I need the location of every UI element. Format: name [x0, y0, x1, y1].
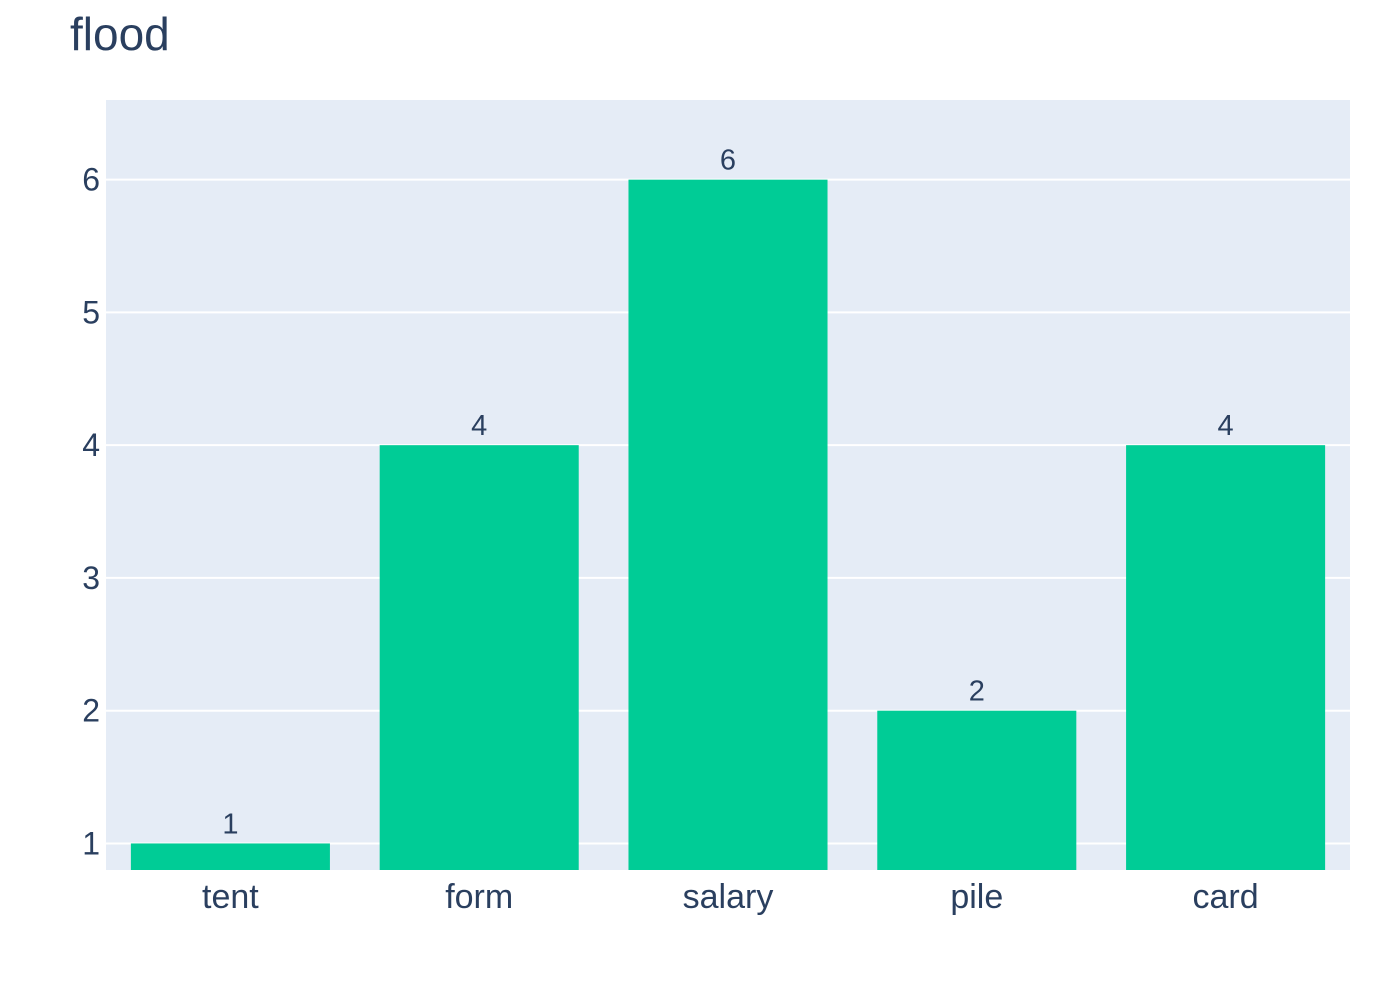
bar[interactable] — [877, 710, 1077, 870]
bar[interactable] — [130, 843, 330, 870]
x-tick-label: form — [445, 878, 513, 916]
bar[interactable] — [379, 445, 579, 870]
bar[interactable] — [1126, 445, 1326, 870]
y-axis-ticks: 1 2 3 4 5 6 — [82, 162, 100, 862]
x-tick-label: card — [1193, 878, 1259, 916]
chart-title: flood — [70, 8, 170, 60]
y-tick-label: 3 — [82, 560, 100, 596]
x-tick-label: pile — [950, 878, 1003, 916]
bar-value-label: 2 — [969, 676, 985, 708]
bars — [130, 179, 1326, 871]
y-tick-label: 5 — [82, 294, 100, 330]
bar-value-label: 6 — [720, 145, 736, 177]
bar-value-label: 4 — [471, 410, 487, 442]
bar-value-label: 1 — [222, 808, 238, 840]
bar[interactable] — [628, 179, 828, 871]
data-labels: 1 4 6 2 4 — [222, 145, 1233, 841]
y-tick-label: 1 — [82, 825, 100, 861]
y-tick-label: 4 — [82, 427, 100, 463]
x-tick-label: salary — [683, 878, 774, 916]
y-tick-label: 6 — [82, 162, 100, 198]
x-tick-label: tent — [202, 878, 259, 916]
bar-value-label: 4 — [1218, 410, 1234, 442]
y-tick-label: 2 — [82, 693, 100, 729]
x-axis-ticks: tent form salary pile card — [202, 878, 1259, 916]
